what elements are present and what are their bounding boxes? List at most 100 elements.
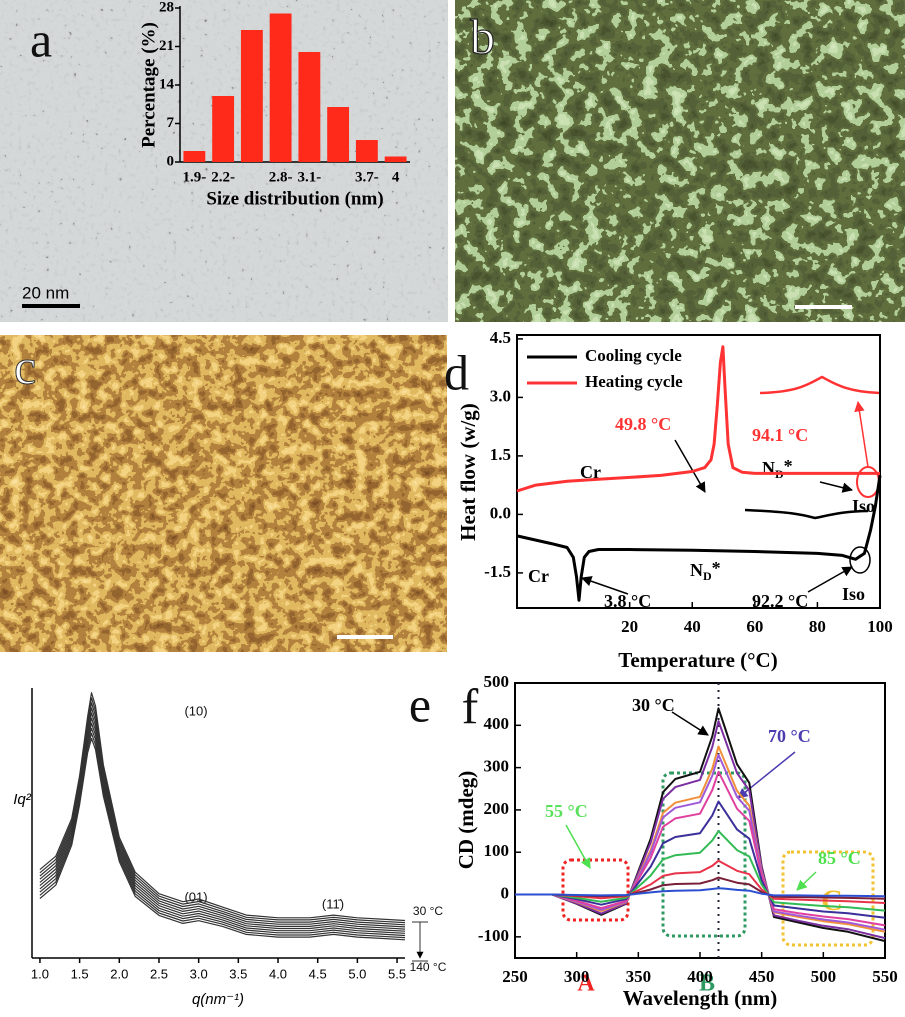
annotation: 49.8 °C <box>615 414 671 434</box>
y-tick-label: -100 <box>478 926 509 945</box>
bar <box>183 151 206 162</box>
series-line <box>515 859 886 904</box>
x-tick-label: 250 <box>502 967 528 986</box>
x-tick-label: 500 <box>811 967 837 986</box>
y-tick-label: 0.0 <box>490 503 511 522</box>
arrow <box>565 824 591 869</box>
bar <box>212 96 235 162</box>
arrow <box>737 751 796 799</box>
x-tick-label: 2.8- <box>269 169 293 185</box>
y-tick-label: 400 <box>484 714 510 733</box>
y-tick-label: 300 <box>484 757 510 776</box>
x-tick-label: 20 <box>621 617 638 636</box>
y-tick-label: -1.5 <box>484 562 511 581</box>
x-tick-label: 80 <box>809 617 826 636</box>
annotation: (11̄) <box>322 896 344 911</box>
x-tick-label: 450 <box>749 967 775 986</box>
y-tick-label: 1.5 <box>490 445 511 464</box>
x-tick-label: 2.0 <box>110 966 128 981</box>
x-tick-label: 550 <box>872 967 898 986</box>
series-label: 30 °C <box>413 904 443 918</box>
annotation-part: * <box>784 456 793 476</box>
annotation: 3.8 °C <box>604 591 651 611</box>
marker-ellipse <box>856 466 880 498</box>
arrow <box>581 576 629 595</box>
annotation: 94.1 °C <box>752 425 808 445</box>
x-tick-label: 3.5 <box>229 966 247 981</box>
x-tick-label: 1.5 <box>71 966 89 981</box>
chart: -1.5 0.0 1.5 3.0 4.5 20 40 60 80 100 Temperature (… <box>456 328 893 672</box>
x-tick-label: 5.0 <box>348 966 366 981</box>
legend-label: Heating cycle <box>585 372 683 391</box>
y-tick-label: 100 <box>484 841 510 860</box>
series-line <box>515 770 886 927</box>
annotation: A <box>577 971 595 997</box>
series-line <box>39 712 406 930</box>
arrow <box>807 566 853 593</box>
x-tick-label: 1.0 <box>31 966 49 981</box>
panel-letter: e <box>409 676 431 732</box>
y-tick-label: 500 <box>484 672 510 691</box>
legend-label: Cooling cycle <box>585 346 682 365</box>
x-tick-label: 5.5 <box>388 966 406 981</box>
annotation: 85 °C <box>818 848 861 868</box>
series-line <box>516 345 880 493</box>
bar <box>240 30 263 162</box>
y-axis-label: Heat flow (w/g) <box>456 403 480 541</box>
x-tick-label: 60 <box>746 617 763 636</box>
arrow <box>674 439 706 493</box>
x-axis-label: q(nm⁻¹) <box>192 991 244 1008</box>
series-line <box>515 753 886 931</box>
annotation-part: N <box>690 560 703 580</box>
x-axis-label: Wavelength (nm) <box>623 986 778 1010</box>
arrow <box>854 400 869 468</box>
x-tick-label: 4.0 <box>269 966 287 981</box>
plot-frame <box>516 334 881 609</box>
annotation: Cr <box>528 566 549 586</box>
marker-ellipse <box>849 546 871 574</box>
annotation: 92.2 °C <box>752 591 808 611</box>
annotation: Iso <box>852 496 875 516</box>
annotation-part: N <box>762 458 775 478</box>
x-tick-label: 2.2- <box>211 169 235 185</box>
x-tick-label: 2.5 <box>150 966 168 981</box>
annotation-part: D <box>703 569 712 583</box>
y-tick-label: 0 <box>501 883 510 902</box>
annotation: ND* <box>762 456 793 481</box>
bar <box>327 107 350 162</box>
annotation: ND* <box>690 558 721 583</box>
x-axis-label: Temperature (°C) <box>618 648 777 672</box>
region-box <box>561 858 630 922</box>
annotation-part: * <box>712 558 721 578</box>
y-tick-label: 14 <box>159 76 175 92</box>
panel-letter: d <box>444 344 469 400</box>
bar <box>269 13 292 162</box>
panel-letter: f <box>462 678 479 734</box>
panel-letter: c <box>14 338 36 394</box>
panel-letter: a <box>30 11 52 67</box>
x-tick-label: 40 <box>684 617 701 636</box>
series-line <box>516 475 882 602</box>
y-tick-label: 4.5 <box>490 328 511 347</box>
x-tick-label: 4 <box>392 169 400 185</box>
x-axis-label: Size distribution (nm) <box>206 188 383 209</box>
series-line <box>515 745 886 933</box>
pom-image <box>455 0 905 322</box>
chart: -100 0 100 200 300 400 500 250 300 350 400 450 500 55… <box>454 672 898 1010</box>
bar <box>355 140 378 162</box>
x-tick-label: 100 <box>867 617 893 636</box>
annotation: 70 °C <box>768 726 811 746</box>
x-tick-label: 3.1- <box>298 169 322 185</box>
series-label: 140 °C <box>410 960 447 974</box>
x-tick-label: 350 <box>626 967 652 986</box>
arrow <box>671 711 709 736</box>
x-tick-label: 1.9- <box>183 169 207 185</box>
y-tick-label: 7 <box>167 115 175 131</box>
x-tick-label: 400 <box>687 967 713 986</box>
arrow <box>819 481 854 493</box>
x-tick-label: 4.5 <box>309 966 327 981</box>
y-tick-label: 200 <box>484 799 510 818</box>
series-line <box>39 737 406 941</box>
annotation: (10) <box>184 703 207 718</box>
